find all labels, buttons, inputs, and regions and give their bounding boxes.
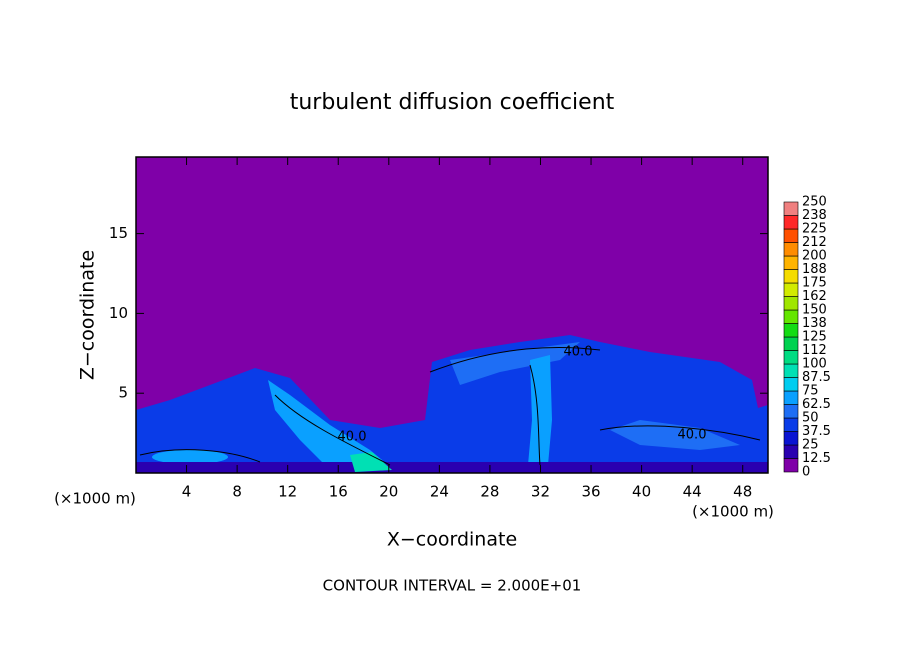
colorbar-label: 212 <box>802 235 827 250</box>
x-tick-label: 36 <box>581 483 600 501</box>
colorbar-box <box>783 242 799 257</box>
contour-label: 40.0 <box>338 430 367 445</box>
x-tick-label: 48 <box>733 483 752 501</box>
colorbar-box <box>783 201 799 216</box>
colorbar-label: 12.5 <box>802 451 831 466</box>
x-tick-label: 8 <box>232 483 242 501</box>
colorbar-box <box>783 350 799 365</box>
colorbar-box <box>783 377 799 392</box>
x-tick-label: 20 <box>379 483 398 501</box>
colorbar-label: 162 <box>802 289 827 304</box>
contour-line <box>139 346 761 466</box>
colorbar-box <box>783 336 799 351</box>
contour-label: 40.0 <box>564 345 593 360</box>
plot-frame <box>135 156 769 474</box>
colorbar-box <box>783 458 799 473</box>
x-tick-label: 16 <box>329 483 348 501</box>
chart-title: turbulent diffusion coefficient <box>290 90 615 115</box>
colorbar-box <box>783 444 799 459</box>
contour-label: 40.0 <box>678 428 707 443</box>
y-axis-label: Z−coordinate <box>77 250 99 380</box>
x-tick-label: 44 <box>683 483 702 501</box>
colorbar-label: 188 <box>802 262 827 277</box>
x-tick-label: 28 <box>480 483 499 501</box>
x-tick-label: 32 <box>531 483 550 501</box>
colorbar-box <box>783 390 799 405</box>
y-tick-label: 10 <box>109 304 128 322</box>
colorbar-box <box>783 417 799 432</box>
colorbar-label: 150 <box>802 303 827 318</box>
colorbar-label: 37.5 <box>802 424 831 439</box>
colorbar-label: 100 <box>802 357 827 372</box>
x-unit-label: (×1000 m) <box>54 490 136 508</box>
colorbar-box <box>783 431 799 446</box>
colorbar-box <box>783 309 799 324</box>
colorbar-box <box>783 255 799 270</box>
x-tick-label: 24 <box>430 483 449 501</box>
field-region <box>136 335 768 473</box>
field <box>136 157 768 473</box>
colorbar-label: 200 <box>802 249 827 264</box>
x-tick-label: 12 <box>278 483 297 501</box>
colorbar-label: 175 <box>802 276 827 291</box>
colorbar-box <box>783 363 799 378</box>
y-tick-label: 15 <box>109 224 128 242</box>
x-unit-label: (×1000 m) <box>692 503 774 521</box>
field-region <box>350 452 392 472</box>
x-axis-label: X−coordinate <box>387 529 517 551</box>
colorbar-box <box>783 404 799 419</box>
colorbar-label: 50 <box>802 411 819 426</box>
colorbar-label: 138 <box>802 316 827 331</box>
colorbar-box <box>783 323 799 338</box>
colorbar-box <box>783 282 799 297</box>
colorbar-box <box>783 296 799 311</box>
colorbar-box <box>783 269 799 284</box>
colorbar-label: 225 <box>802 222 827 237</box>
colorbar-label: 25 <box>802 438 819 453</box>
y-tick-label: 5 <box>118 384 128 402</box>
colorbar-label: 112 <box>802 343 827 358</box>
colorbar-box <box>783 228 799 243</box>
colorbar-label: 75 <box>802 384 819 399</box>
contour-interval: CONTOUR INTERVAL = 2.000E+01 <box>323 577 582 595</box>
field-region <box>268 380 392 470</box>
colorbar-label: 62.5 <box>802 397 831 412</box>
colorbar-label: 0 <box>802 465 810 480</box>
x-tick-label: 40 <box>632 483 651 501</box>
field-region <box>136 462 768 473</box>
colorbar-label: 125 <box>802 330 827 345</box>
field-region <box>610 420 740 450</box>
colorbar-label: 87.5 <box>802 370 831 385</box>
x-tick-label: 4 <box>182 483 192 501</box>
colorbar-label: 250 <box>802 195 827 210</box>
colorbar-label: 238 <box>802 208 827 223</box>
field-region <box>450 342 580 385</box>
field-region <box>152 450 228 464</box>
colorbar-box <box>783 215 799 230</box>
